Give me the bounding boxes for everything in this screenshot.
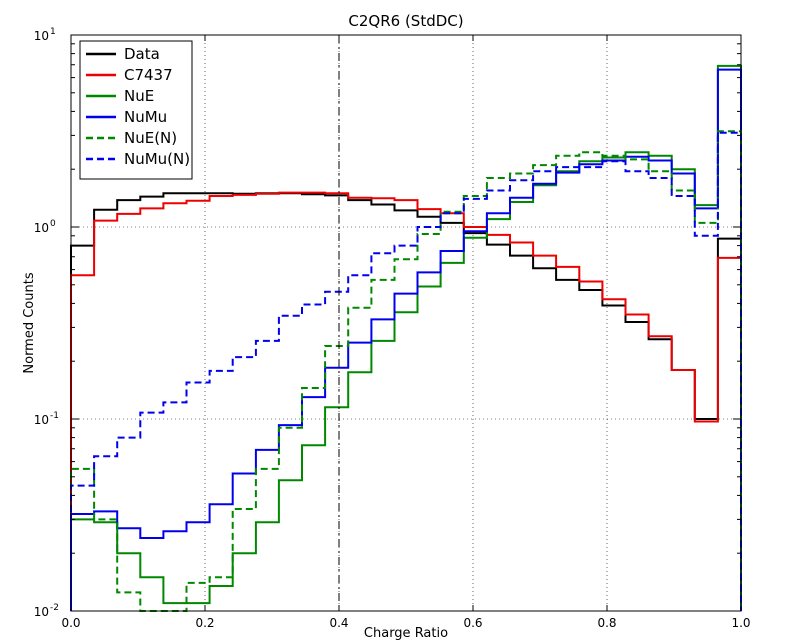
x-axis-label: Charge Ratio bbox=[364, 626, 448, 641]
legend-label: C7437 bbox=[124, 66, 173, 84]
legend-label: Data bbox=[124, 45, 160, 63]
series-nue bbox=[70, 64, 742, 611]
y-tick-exponent: -2 bbox=[50, 603, 59, 613]
legend-label: NuMu(N) bbox=[124, 150, 190, 168]
y-tick-exponent: 0 bbox=[50, 219, 56, 229]
y-tick-label: 10 bbox=[34, 413, 49, 427]
legend-label: NuE(N) bbox=[124, 129, 177, 147]
series-c7437 bbox=[70, 191, 742, 611]
y-axis-label: Normed Counts bbox=[22, 272, 37, 373]
series-numu-n bbox=[70, 131, 742, 611]
x-tick-label: 0.6 bbox=[463, 616, 482, 630]
x-tick-label: 0.8 bbox=[597, 616, 616, 630]
chart-title: C2QR6 (StdDC) bbox=[348, 12, 463, 30]
x-tick-label: 1.0 bbox=[731, 616, 750, 630]
series-numu bbox=[70, 68, 742, 611]
plot-frame bbox=[70, 34, 742, 612]
legend: Data C7437 NuE NuMu NuE(N) NuMu(N) bbox=[79, 40, 193, 180]
y-tick-label: 10 bbox=[34, 221, 49, 235]
series-group bbox=[70, 64, 742, 612]
y-tick-label: 10 bbox=[34, 29, 49, 43]
x-tick-label: 0.0 bbox=[61, 616, 80, 630]
y-tick-label: 10 bbox=[34, 605, 49, 619]
y-tick-exponent: -1 bbox=[50, 411, 59, 421]
legend-box bbox=[79, 40, 193, 180]
x-tick-label: 0.4 bbox=[329, 616, 348, 630]
series-nue-n bbox=[70, 130, 742, 612]
legend-label: NuE bbox=[124, 87, 154, 105]
legend-label: NuMu bbox=[124, 108, 167, 126]
x-tick-label: 0.2 bbox=[195, 616, 214, 630]
y-tick-exponent: 1 bbox=[50, 27, 56, 37]
series-data bbox=[70, 192, 742, 611]
